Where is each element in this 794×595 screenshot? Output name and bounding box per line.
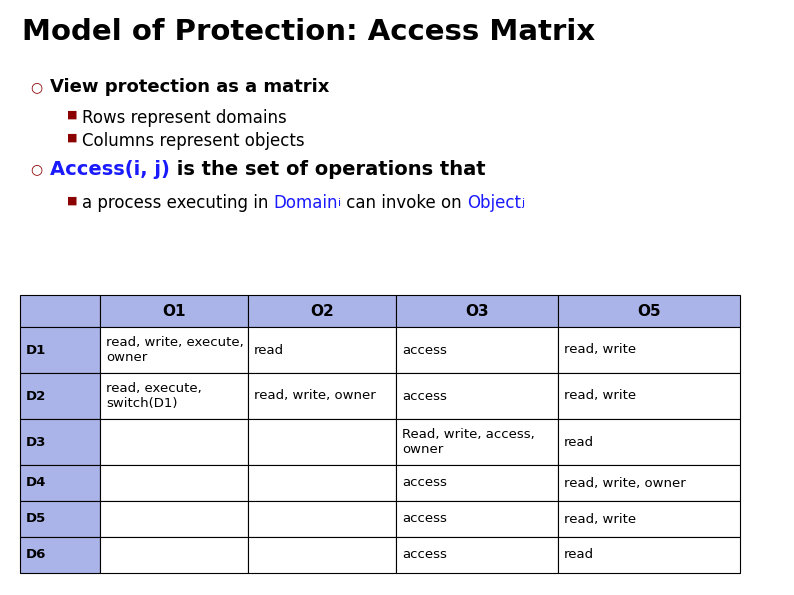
Text: ○: ○ — [30, 80, 42, 94]
Bar — [396, 501, 558, 537]
Text: read: read — [564, 436, 594, 449]
Bar — [100, 537, 248, 573]
Bar — [558, 419, 740, 465]
Text: D5: D5 — [26, 512, 46, 525]
Text: access: access — [402, 549, 447, 562]
Bar — [396, 537, 558, 573]
Bar — [396, 295, 558, 327]
Text: read: read — [254, 343, 284, 356]
Bar — [558, 465, 740, 501]
Bar — [396, 465, 558, 501]
Text: access: access — [402, 512, 447, 525]
Bar — [248, 295, 396, 327]
Text: Access(i, j): Access(i, j) — [50, 160, 170, 179]
Bar — [100, 327, 248, 373]
Bar — [558, 537, 740, 573]
Bar — [100, 419, 248, 465]
Text: Model of Protection: Access Matrix: Model of Protection: Access Matrix — [22, 18, 596, 46]
Bar — [558, 501, 740, 537]
Text: ■: ■ — [67, 110, 78, 120]
Bar — [248, 419, 396, 465]
Text: read, write, owner: read, write, owner — [254, 390, 376, 402]
Text: read, write: read, write — [564, 512, 636, 525]
Text: D3: D3 — [26, 436, 46, 449]
Text: D2: D2 — [26, 390, 46, 402]
Text: a process executing in: a process executing in — [82, 194, 274, 212]
Text: View protection as a matrix: View protection as a matrix — [50, 78, 330, 96]
Bar — [558, 373, 740, 419]
Bar — [20, 373, 100, 419]
Text: read, write: read, write — [564, 390, 636, 402]
Text: Columns represent objects: Columns represent objects — [82, 132, 305, 150]
Bar — [248, 501, 396, 537]
Bar — [20, 419, 100, 465]
Text: read: read — [564, 549, 594, 562]
Text: j: j — [521, 198, 524, 208]
Bar — [20, 465, 100, 501]
Text: O2: O2 — [310, 303, 333, 318]
Bar — [558, 327, 740, 373]
Text: D6: D6 — [26, 549, 46, 562]
Bar — [20, 537, 100, 573]
Text: can invoke on: can invoke on — [341, 194, 467, 212]
Bar — [248, 537, 396, 573]
Bar — [100, 295, 248, 327]
Text: Read, write, access,
owner: Read, write, access, owner — [402, 428, 534, 456]
Text: O3: O3 — [465, 303, 489, 318]
Bar — [248, 373, 396, 419]
Bar — [100, 465, 248, 501]
Bar — [100, 501, 248, 537]
Text: O5: O5 — [638, 303, 661, 318]
Bar — [100, 373, 248, 419]
Bar — [20, 327, 100, 373]
Bar — [248, 327, 396, 373]
Bar — [396, 419, 558, 465]
Bar — [20, 501, 100, 537]
Text: ■: ■ — [67, 196, 78, 206]
Text: ○: ○ — [30, 162, 42, 176]
Bar — [20, 295, 100, 327]
Text: read, execute,
switch(D1): read, execute, switch(D1) — [106, 382, 202, 410]
Text: read, write, execute,
owner: read, write, execute, owner — [106, 336, 244, 364]
Bar — [558, 295, 740, 327]
Text: D4: D4 — [26, 477, 46, 490]
Bar — [396, 373, 558, 419]
Text: access: access — [402, 343, 447, 356]
Text: O1: O1 — [162, 303, 186, 318]
Text: access: access — [402, 390, 447, 402]
Bar — [396, 327, 558, 373]
Text: i: i — [338, 198, 341, 208]
Text: ■: ■ — [67, 133, 78, 143]
Text: read, write, owner: read, write, owner — [564, 477, 686, 490]
Text: read, write: read, write — [564, 343, 636, 356]
Text: Domain: Domain — [274, 194, 338, 212]
Text: D1: D1 — [26, 343, 46, 356]
Text: Object: Object — [467, 194, 521, 212]
Bar — [248, 465, 396, 501]
Text: access: access — [402, 477, 447, 490]
Text: Rows represent domains: Rows represent domains — [82, 109, 287, 127]
Text: is the set of operations that: is the set of operations that — [170, 160, 485, 179]
